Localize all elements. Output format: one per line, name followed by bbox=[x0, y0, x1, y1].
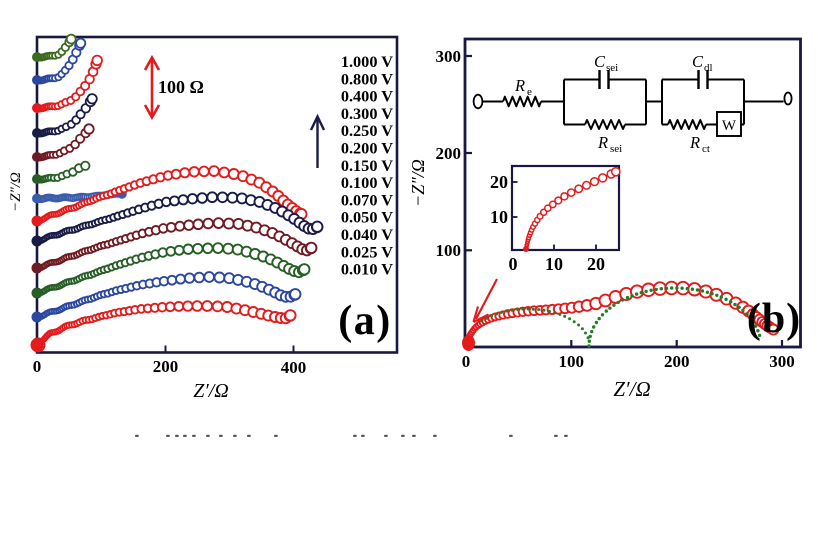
svg-text:20: 20 bbox=[587, 254, 605, 274]
svg-text:0: 0 bbox=[462, 352, 471, 371]
svg-text:(a): (a) bbox=[338, 298, 391, 344]
svg-text:0.200 V: 0.200 V bbox=[341, 139, 393, 158]
svg-text:200: 200 bbox=[664, 352, 690, 371]
svg-text:0.250 V: 0.250 V bbox=[341, 121, 393, 140]
svg-text:0: 0 bbox=[33, 357, 42, 376]
svg-text:Z′/Ω: Z′/Ω bbox=[193, 380, 229, 402]
svg-text:C: C bbox=[692, 52, 704, 71]
svg-text:(b): (b) bbox=[747, 296, 801, 342]
svg-text:10: 10 bbox=[490, 207, 508, 227]
svg-text:sei: sei bbox=[610, 143, 622, 155]
svg-text:0.100 V: 0.100 V bbox=[341, 173, 393, 192]
svg-text:20: 20 bbox=[490, 172, 508, 192]
svg-text:0.050 V: 0.050 V bbox=[341, 208, 393, 227]
svg-text:300: 300 bbox=[769, 352, 795, 371]
svg-text:0.150 V: 0.150 V bbox=[341, 156, 393, 175]
svg-text:0.070 V: 0.070 V bbox=[341, 190, 393, 209]
svg-text:−Z″/Ω: −Z″/Ω bbox=[8, 172, 24, 212]
svg-text:400: 400 bbox=[281, 358, 307, 377]
svg-text:Z′/Ω: Z′/Ω bbox=[613, 377, 650, 401]
svg-text:200: 200 bbox=[153, 357, 179, 376]
svg-text:1.000 V: 1.000 V bbox=[341, 52, 393, 71]
svg-text:sei: sei bbox=[606, 62, 618, 74]
svg-text:0.800 V: 0.800 V bbox=[341, 69, 393, 88]
svg-text:dl: dl bbox=[704, 62, 713, 74]
svg-text:0.400 V: 0.400 V bbox=[341, 87, 393, 106]
svg-text:100: 100 bbox=[559, 352, 585, 371]
svg-text:R: R bbox=[689, 133, 700, 152]
svg-text:ct: ct bbox=[702, 143, 710, 155]
svg-text:100 Ω: 100 Ω bbox=[158, 77, 204, 97]
svg-text:100: 100 bbox=[436, 241, 462, 260]
svg-text:e: e bbox=[527, 86, 532, 98]
svg-text:0.300 V: 0.300 V bbox=[341, 104, 393, 123]
svg-text:C: C bbox=[594, 52, 606, 71]
svg-text:0.040 V: 0.040 V bbox=[341, 225, 393, 244]
svg-text:200: 200 bbox=[436, 144, 462, 163]
svg-text:0.025 V: 0.025 V bbox=[341, 242, 393, 261]
svg-text:R: R bbox=[597, 133, 608, 152]
svg-text:0: 0 bbox=[509, 254, 518, 274]
svg-text:300: 300 bbox=[436, 47, 462, 66]
svg-text:W: W bbox=[722, 118, 737, 134]
svg-text:10: 10 bbox=[545, 254, 563, 274]
svg-text:0.010 V: 0.010 V bbox=[341, 260, 393, 279]
svg-text:−Z″/Ω: −Z″/Ω bbox=[408, 159, 428, 207]
svg-text:R: R bbox=[514, 76, 525, 95]
